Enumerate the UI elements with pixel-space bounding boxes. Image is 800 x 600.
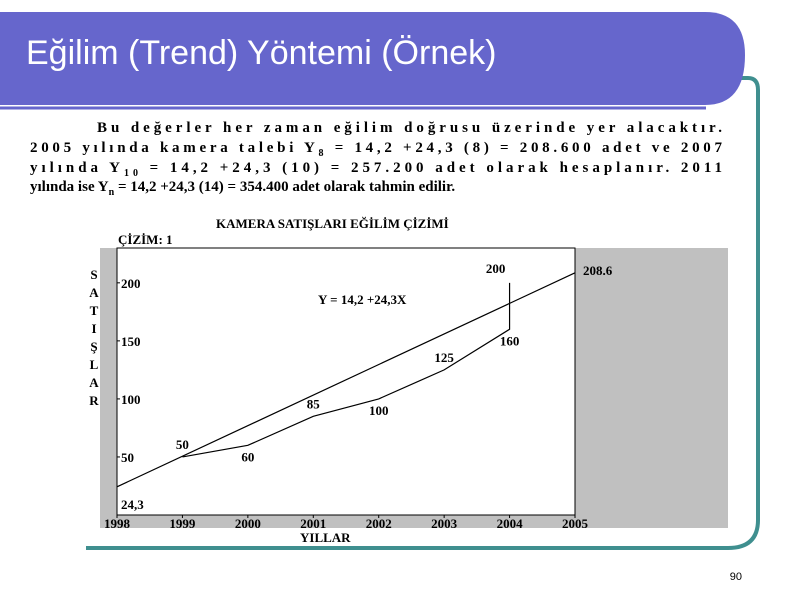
chart: 1998 1999 2000 2001 2002 2003 2004 2005 50 100 150… [104, 261, 613, 531]
figure-caption: ÇİZİM: 1 [118, 232, 173, 247]
text-segment: Bu değerler her zaman eğilim doğrusu üze… [97, 120, 722, 136]
x-tick-label: 2003 [431, 516, 458, 531]
text-segment: yılında Y [30, 160, 120, 176]
text-segment: = 14,2 +24,3 (14) = 354.400 adet olarak … [114, 179, 455, 195]
x-axis-label: YILLAR [300, 530, 351, 545]
x-tick-label: 2001 [300, 516, 326, 531]
data-label: 125 [434, 350, 454, 365]
data-label: 60 [241, 449, 254, 464]
data-label: 160 [500, 333, 520, 348]
x-tick-label: 2000 [235, 516, 261, 531]
data-label: 24,3 [121, 497, 144, 512]
x-tick-label: 1999 [169, 516, 196, 531]
data-line [116, 272, 576, 488]
data-label: 85 [307, 396, 321, 411]
paragraph-line: yılında ise Yn = 14,2 +24,3 (14) = 354.4… [30, 179, 455, 198]
text-segment: = 14,2 +24,3 (8) = 208.600 adet ve 2007 [327, 140, 722, 156]
data-line [182, 282, 511, 458]
text-segment: 2005 yılında kamera talebi Y [30, 140, 315, 156]
text-segment: yılında ise Y [30, 179, 109, 195]
slide-number: 90 [730, 571, 742, 583]
x-tick-label: 2004 [497, 516, 524, 531]
y-axis-label: SATIŞLAR [89, 267, 99, 408]
data-label: 50 [176, 437, 189, 452]
subscript: n [109, 187, 115, 198]
x-tick-label: 2005 [562, 516, 589, 531]
y-tick-label: 200 [121, 276, 141, 291]
paragraph-line: yılında Y 10 = 14,2 +24,3 (10) = 257.200 … [30, 160, 722, 179]
text-segment: = 14,2 +24,3 (10) = 257.200 adet olarak … [142, 160, 722, 176]
chart-title: KAMERA SATIŞLARI EĞİLİM ÇİZİMİ [216, 216, 449, 231]
x-tick-label: 2002 [366, 516, 392, 531]
subscript: 10 [124, 168, 138, 179]
data-label: 208.6 [583, 263, 613, 278]
y-tick-label: 100 [121, 392, 141, 407]
slide-title: Eğilim (Trend) Yöntemi (Örnek) [26, 34, 496, 72]
paragraph: Bu değerler her zaman eğilim doğrusu üze… [30, 120, 723, 198]
subscript: 8 [319, 148, 324, 159]
paragraph-line: Bu değerler her zaman eğilim doğrusu üze… [97, 120, 722, 136]
y-tick-label: 50 [121, 450, 134, 465]
plot-area [116, 247, 576, 516]
data-label: 200 [486, 261, 506, 276]
equation: Y = 14,2 +24,3X [318, 292, 407, 307]
frame [62, 76, 760, 550]
paragraph-line: 2005 yılında kamera talebi Y 8 = 14,2 +24… [30, 140, 723, 159]
y-tick-label: 150 [121, 334, 141, 349]
x-tick-label: 1998 [104, 516, 131, 531]
data-label: 100 [369, 403, 389, 418]
title-banner [0, 12, 745, 105]
